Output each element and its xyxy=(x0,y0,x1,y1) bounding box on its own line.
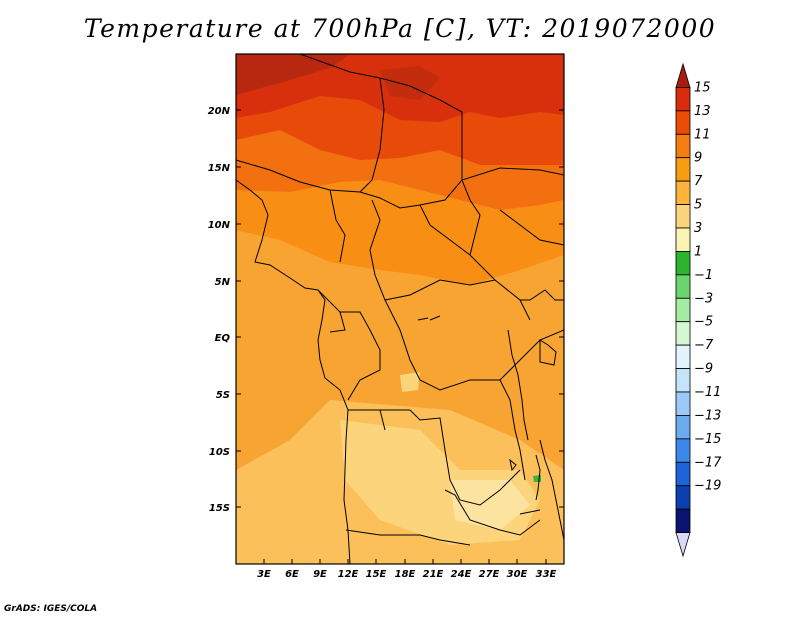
colorbar-top-arrow xyxy=(675,62,691,88)
colorbar-segment xyxy=(675,391,691,416)
colorbar-segment xyxy=(675,344,691,369)
colorbar-label: 5 xyxy=(694,198,702,213)
lat-label: 5S xyxy=(216,390,230,401)
colorbar-label: −3 xyxy=(694,291,713,306)
map-frame xyxy=(235,53,565,565)
colorbar-label: 3 xyxy=(694,221,702,236)
country-borders xyxy=(236,54,564,564)
lat-label: 20N xyxy=(208,106,231,117)
colorbar-segment xyxy=(675,251,691,276)
colorbar-segment xyxy=(675,368,691,393)
colorbar-label: −17 xyxy=(694,455,722,470)
colorbar-label: 9 xyxy=(694,151,702,166)
lon-label: 6E xyxy=(285,569,299,580)
colorbar-segment xyxy=(675,485,691,510)
colorbar-segment xyxy=(675,110,691,135)
colorbar-segment xyxy=(675,274,691,299)
colorbar-label: 13 xyxy=(694,104,711,119)
colorbar-segment xyxy=(675,180,691,205)
colorbar-segment xyxy=(675,87,691,112)
lon-label: 24E xyxy=(451,569,472,580)
colorbar-segment xyxy=(675,321,691,346)
lon-label: 15E xyxy=(366,569,387,580)
colorbar-label: −19 xyxy=(694,479,721,494)
colorbar-label: −13 xyxy=(694,408,721,423)
colorbar-label: −15 xyxy=(694,432,721,447)
colorbar-label: −5 xyxy=(694,315,713,330)
lon-label: 9E xyxy=(313,569,327,580)
colorbar-segment xyxy=(675,415,691,440)
lon-label: 21E xyxy=(423,569,444,580)
lon-label: 18E xyxy=(395,569,416,580)
lon-label: 33E xyxy=(536,569,557,580)
chart-title: Temperature at 700hPa [C], VT: 201907200… xyxy=(83,14,717,43)
lat-label: 15S xyxy=(209,503,230,514)
lon-label: 12E xyxy=(338,569,359,580)
colorbar-label: 15 xyxy=(694,80,711,95)
colorbar-segment xyxy=(675,297,691,323)
colorbar-label: −1 xyxy=(694,268,713,283)
lat-label: 10N xyxy=(208,220,231,231)
credit-text: GrADS: IGES/COLA xyxy=(4,604,98,614)
lat-label: 10S xyxy=(209,447,230,458)
colorbar-label: 11 xyxy=(694,127,711,142)
longitude-axis: 3E 6E 9E 12E 15E 18E 21E 24E 27E 30E 33E xyxy=(257,559,557,580)
colorbar-segment xyxy=(675,438,691,463)
lat-label: 5N xyxy=(215,277,231,288)
colorbar-label: −9 xyxy=(694,362,713,377)
lon-label: 27E xyxy=(479,569,500,580)
lat-label: 15N xyxy=(208,163,231,174)
colorbar: 15 13 11 9 7 5 3 1 −1 −3 −5 −7 −9 −11 −13 −15 −17 −19 xyxy=(675,62,722,558)
colorbar-segment xyxy=(675,204,691,229)
lon-label: 30E xyxy=(507,569,528,580)
colorbar-segment xyxy=(675,133,691,159)
latitude-axis: 20N 15N 10N 5N EQ 5S 10S 15S xyxy=(208,106,564,514)
colorbar-label: −11 xyxy=(694,385,721,400)
colorbar-label: −7 xyxy=(694,338,714,353)
colorbar-segment xyxy=(675,508,691,533)
lat-label: EQ xyxy=(215,333,231,344)
colorbar-segment xyxy=(675,461,691,487)
colorbar-segment xyxy=(675,227,691,252)
colorbar-bottom-arrow xyxy=(675,532,691,558)
colorbar-segment xyxy=(675,157,691,182)
lon-label: 3E xyxy=(257,569,271,580)
colorbar-label: 1 xyxy=(694,244,702,259)
temperature-field xyxy=(236,54,564,564)
colorbar-label: 7 xyxy=(694,174,703,189)
